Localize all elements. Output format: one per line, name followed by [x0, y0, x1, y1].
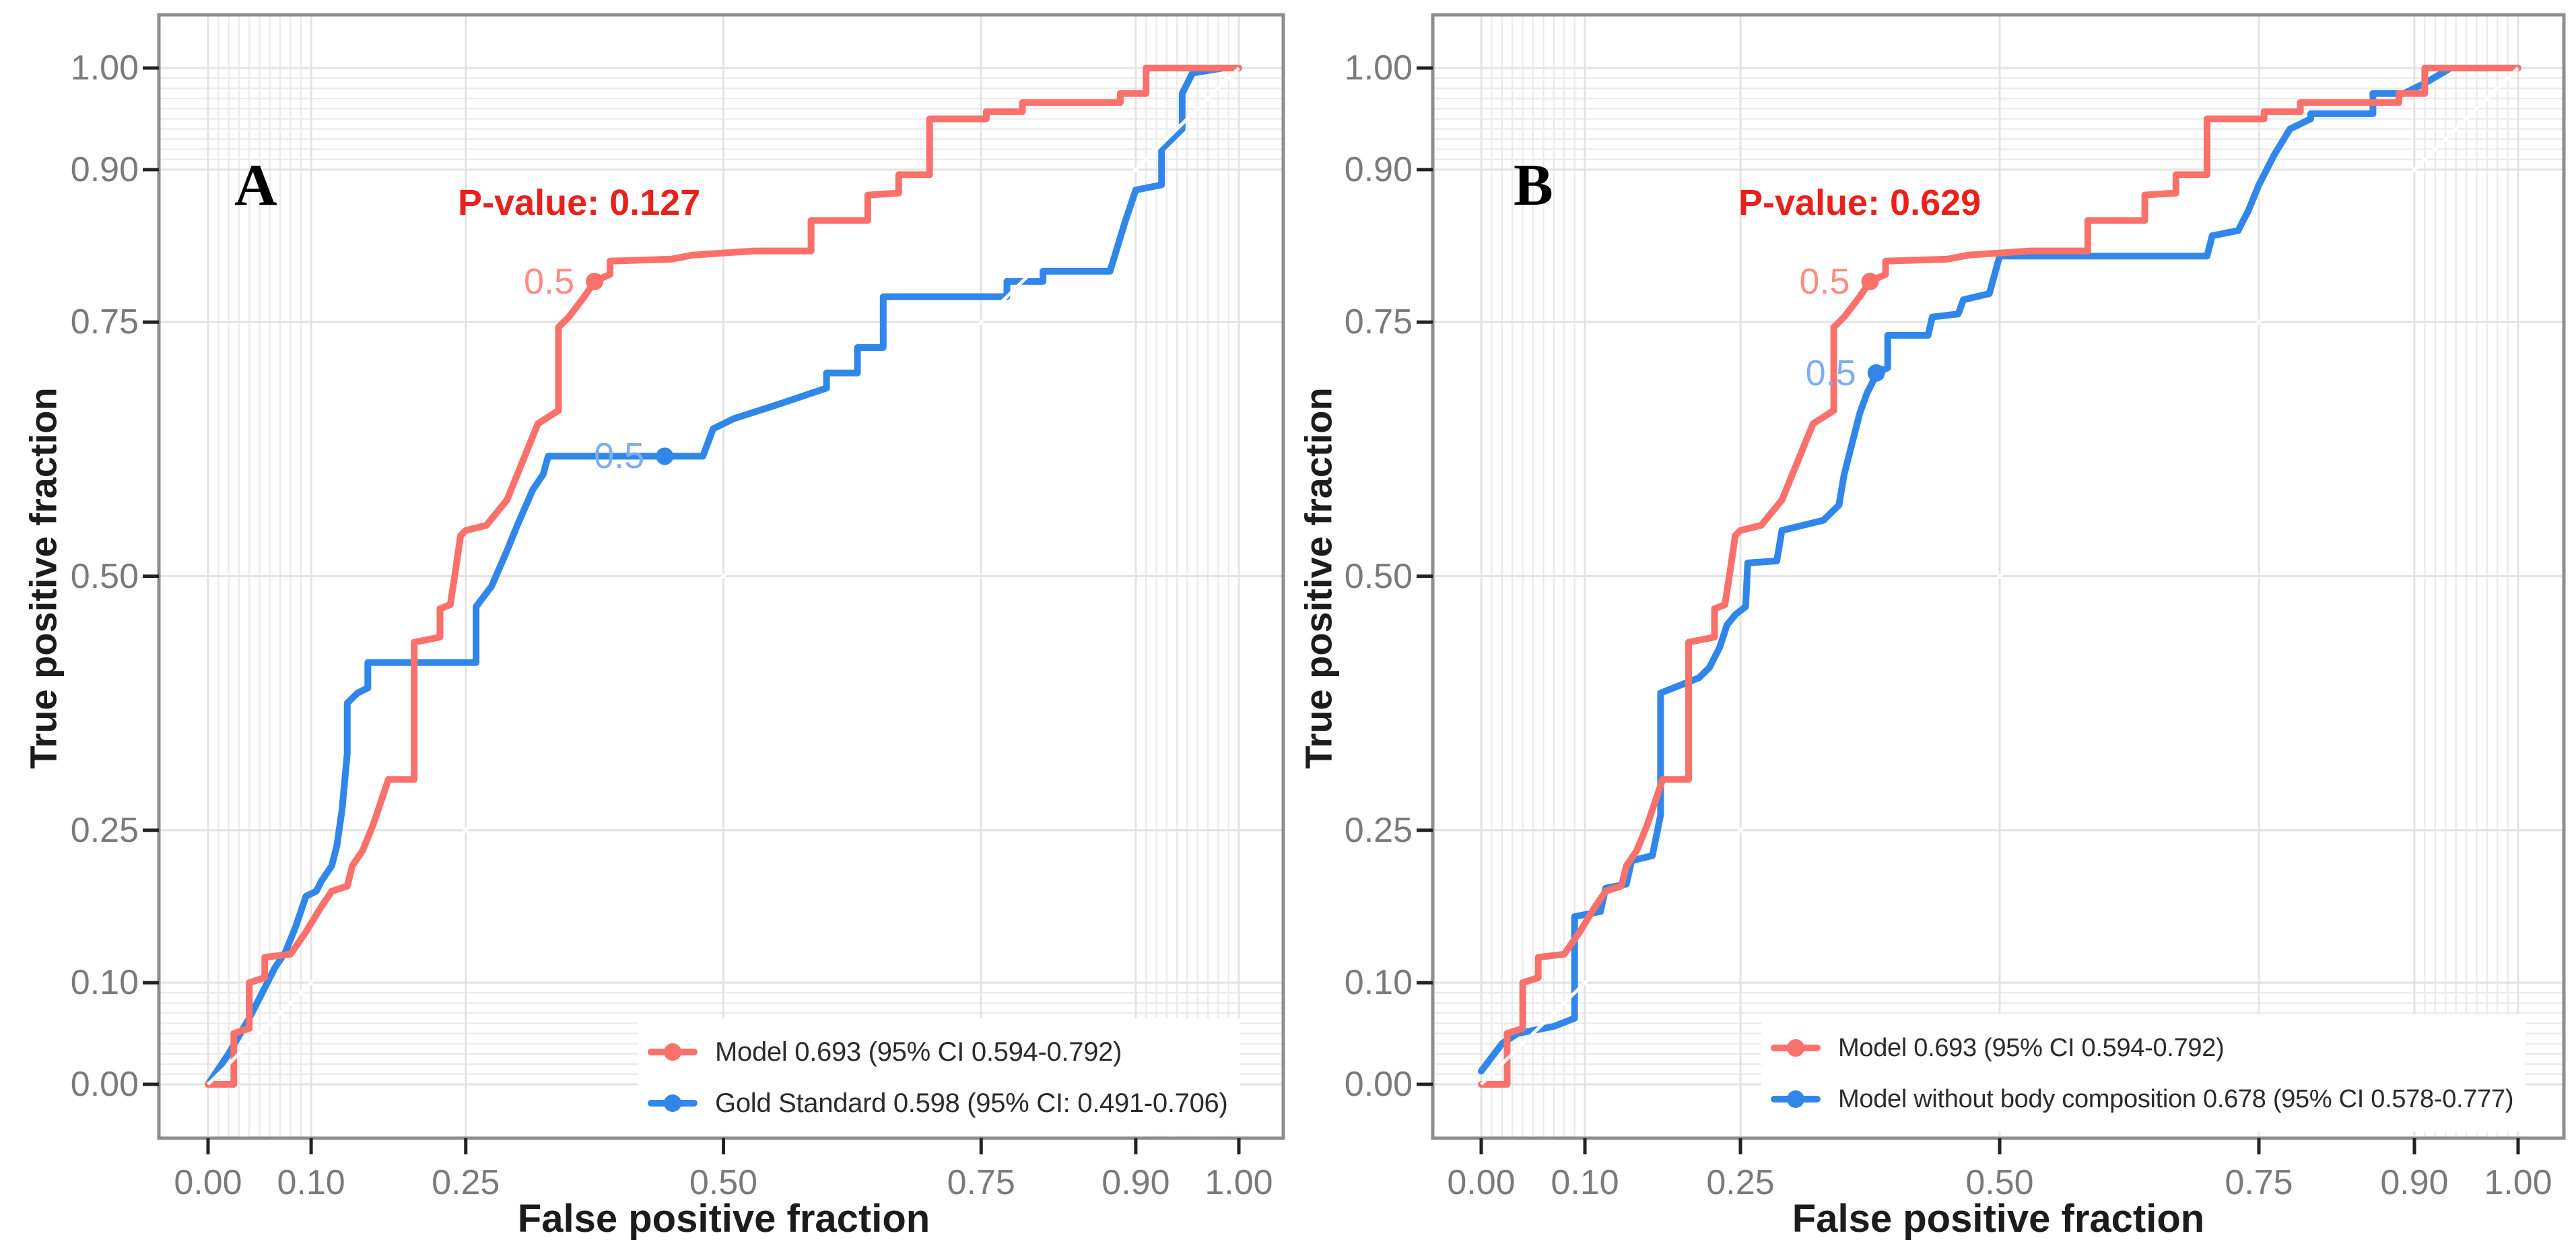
- gold-standard-legend-dot: [664, 1094, 681, 1112]
- y-tick-label: 0.90: [1344, 150, 1413, 189]
- x-tick-label: 0.00: [1447, 1163, 1516, 1202]
- x-tick-label: 1.00: [1205, 1163, 1273, 1202]
- model-legend-marker: [1771, 1039, 1821, 1057]
- y-tick-label: 0.10: [1344, 963, 1413, 1003]
- y-tick-label: 0.50: [70, 556, 139, 596]
- model-legend-dot: [664, 1043, 681, 1061]
- chance-diagonal-line: [1480, 67, 2519, 1086]
- roc-curve-red: [205, 65, 1242, 1088]
- cutoff-marker-dot: [656, 447, 674, 465]
- x-tick-label: 0.00: [174, 1163, 242, 1202]
- legend-row-model: Model 0.693 (95% CI 0.594-0.792): [1771, 1022, 2513, 1074]
- cutoff-marker-dot: [1861, 272, 1879, 290]
- y-tick-label: 0.90: [70, 150, 139, 189]
- y-tick-label: 1.00: [70, 48, 139, 88]
- panel-b-legend: Model 0.693 (95% CI 0.594-0.792) Model w…: [1761, 1014, 2526, 1131]
- panel-b-model-cutoff-label: 0.5: [1799, 261, 1850, 302]
- panel-b-letter: B: [1514, 153, 1553, 218]
- no-body-composition-legend-dot: [1787, 1090, 1804, 1108]
- y-tick-label: 1.00: [1344, 48, 1413, 88]
- panel-a-x-axis-title: False positive fraction: [517, 1197, 930, 1241]
- model-legend-label: Model 0.693 (95% CI 0.594-0.792): [715, 1037, 1122, 1067]
- roc-curve-red: [1478, 65, 2521, 1088]
- x-tick-label: 0.75: [947, 1163, 1015, 1202]
- x-tick-label: 0.50: [689, 1163, 758, 1202]
- roc-curve-blue: [205, 65, 1242, 1088]
- panel-a-gold-standard-cutoff-label: 0.5: [594, 436, 645, 477]
- no-body-composition-legend-marker: [1771, 1090, 1821, 1108]
- x-tick-label: 0.90: [1101, 1163, 1170, 1202]
- panel-b-no-body-composition-cutoff-label: 0.5: [1805, 352, 1856, 393]
- model-legend-dot: [1787, 1039, 1804, 1057]
- cutoff-marker-dot: [586, 272, 604, 290]
- y-tick-label: 0.25: [70, 810, 139, 850]
- x-tick-label: 0.50: [1965, 1163, 2034, 1202]
- model-legend-marker: [648, 1043, 698, 1061]
- y-tick-label: 0.50: [1344, 556, 1413, 596]
- x-tick-label: 0.90: [2380, 1163, 2449, 1202]
- panel-a-letter: A: [234, 153, 277, 218]
- no-body-composition-legend-label: Model without body composition 0.678 (95…: [1838, 1084, 2514, 1113]
- y-tick-label: 0.75: [70, 302, 139, 342]
- legend-row-model: Model 0.693 (95% CI 0.594-0.792): [648, 1026, 1228, 1078]
- y-tick-label: 0.00: [1344, 1065, 1413, 1104]
- legend-row-gold-standard: Gold Standard 0.598 (95% CI: 0.491-0.706…: [648, 1078, 1228, 1129]
- panel-a-model-cutoff-label: 0.5: [524, 261, 575, 302]
- panel-b-x-axis-title: False positive fraction: [1792, 1197, 2205, 1241]
- model-legend-label: Model 0.693 (95% CI 0.594-0.792): [1838, 1033, 2225, 1062]
- x-tick-label: 0.75: [2225, 1163, 2293, 1202]
- panel-a-plot: [143, 13, 1285, 1154]
- y-tick-label: 0.25: [1344, 810, 1413, 850]
- panel-a-pvalue: P-value: 0.127: [458, 183, 701, 224]
- y-tick-label: 0.75: [1344, 302, 1413, 342]
- cutoff-marker-dot: [1867, 364, 1885, 382]
- x-tick-label: 0.25: [432, 1163, 500, 1202]
- x-tick-label: 1.00: [2484, 1163, 2552, 1202]
- panel-b-pvalue: P-value: 0.629: [1738, 183, 1981, 224]
- gold-standard-legend-label: Gold Standard 0.598 (95% CI: 0.491-0.706…: [715, 1088, 1228, 1118]
- x-tick-label: 0.25: [1706, 1163, 1775, 1202]
- panel-a-legend: Model 0.693 (95% CI 0.594-0.792) Gold St…: [638, 1018, 1240, 1136]
- gold-standard-legend-marker: [648, 1094, 698, 1112]
- chance-diagonal-line: [207, 67, 1240, 1086]
- x-tick-label: 0.10: [1551, 1163, 1619, 1202]
- x-tick-label: 0.10: [277, 1163, 345, 1202]
- y-tick-label: 0.10: [70, 963, 139, 1003]
- y-tick-label: 0.00: [70, 1065, 139, 1104]
- legend-row-no-body-composition: Model without body composition 0.678 (95…: [1771, 1074, 2513, 1125]
